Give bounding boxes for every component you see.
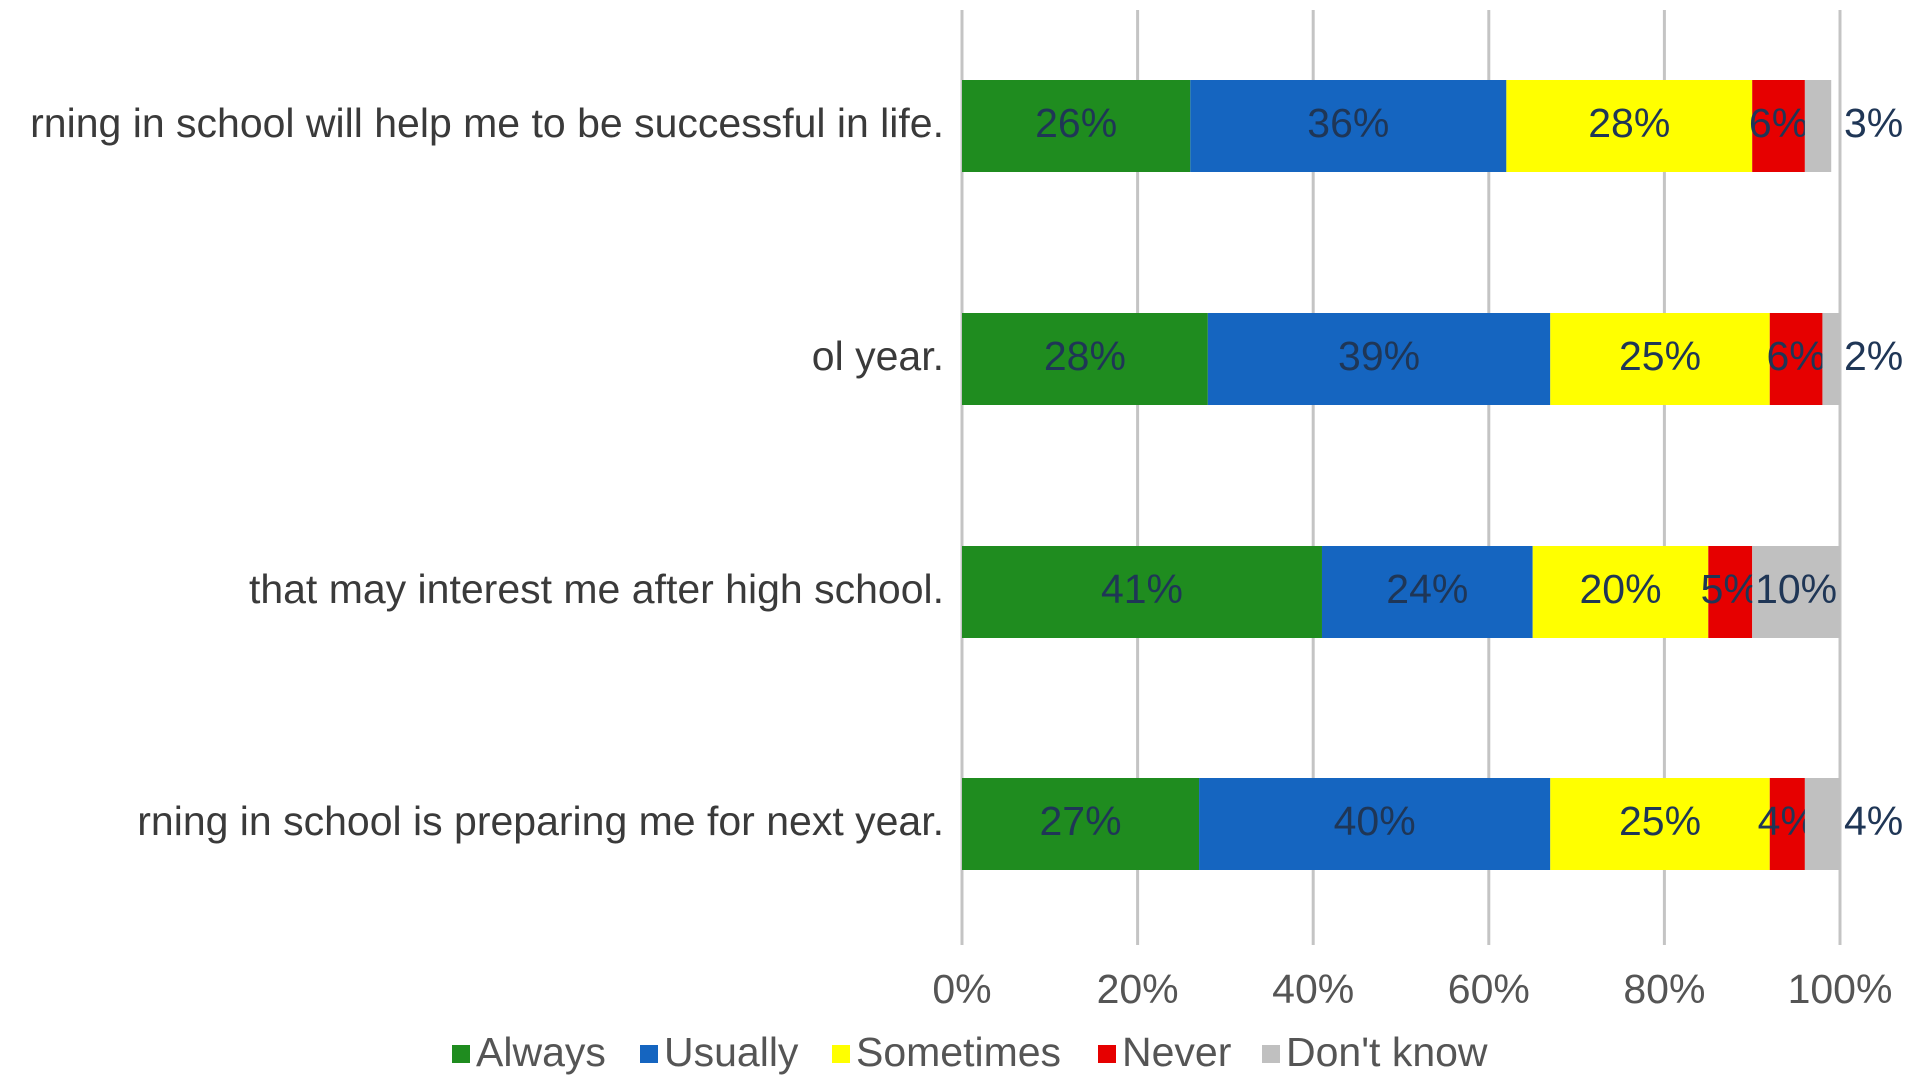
bar-segment-always xyxy=(962,80,1191,172)
x-tick-label: 40% xyxy=(1272,966,1354,1012)
data-label: 27% xyxy=(1039,798,1121,844)
bar-segment-don-t-know xyxy=(1822,313,1840,405)
category-label: rning in school is preparing me for next… xyxy=(137,798,944,844)
data-label: 5% xyxy=(1701,566,1760,612)
data-label: 41% xyxy=(1101,566,1183,612)
data-label: 6% xyxy=(1766,333,1825,379)
bar-segment-sometimes xyxy=(1550,778,1770,870)
bar-segment-always xyxy=(962,546,1322,638)
data-label: 4% xyxy=(1844,798,1903,844)
x-tick-label: 20% xyxy=(1097,966,1179,1012)
legend-label: Usually xyxy=(664,1029,799,1075)
bar-segment-never xyxy=(1708,546,1753,638)
bar-segment-never xyxy=(1769,778,1805,870)
data-label: 39% xyxy=(1338,333,1420,379)
bar-segment-usually xyxy=(1321,546,1533,638)
data-label: 6% xyxy=(1749,100,1808,146)
legend-swatch xyxy=(640,1045,658,1063)
category-label: that may interest me after high school. xyxy=(249,566,944,612)
bar-segment-don-t-know xyxy=(1804,778,1840,870)
bar-segment-never xyxy=(1769,313,1823,405)
data-label: 24% xyxy=(1386,566,1468,612)
bar-segment-usually xyxy=(1190,80,1507,172)
bar-segment-sometimes xyxy=(1506,80,1753,172)
bar-segment-always xyxy=(962,313,1208,405)
data-label: 3% xyxy=(1844,100,1903,146)
bar-segment-don-t-know xyxy=(1752,546,1840,638)
legend-label: Sometimes xyxy=(856,1029,1061,1075)
data-label: 25% xyxy=(1619,798,1701,844)
data-label: 26% xyxy=(1035,100,1117,146)
legend: Always Usually Sometimes Never Don't know xyxy=(452,1029,1488,1075)
bar-segment-usually xyxy=(1207,313,1551,405)
category-label: rning in school will help me to be succe… xyxy=(30,100,944,146)
legend-swatch xyxy=(1098,1045,1116,1063)
category-labels: rning in school will help me to be succe… xyxy=(30,100,944,844)
x-tick-label: 100% xyxy=(1788,966,1893,1012)
x-axis-ticks: 0% 20% 40% 60% 80% 100% xyxy=(932,966,1892,1012)
data-label: 28% xyxy=(1044,333,1126,379)
legend-label: Never xyxy=(1122,1029,1231,1075)
bar-segment-don-t-know xyxy=(1804,80,1832,172)
data-label: 28% xyxy=(1588,100,1670,146)
legend-label: Always xyxy=(476,1029,606,1075)
bars: 26% 36% 28% 6% 3% 28% 39% 25% 6% 2% 41% 24% 20% 5%10%… xyxy=(962,80,1903,870)
x-tick-label: 80% xyxy=(1623,966,1705,1012)
legend-swatch xyxy=(1262,1045,1280,1063)
data-label: 36% xyxy=(1307,100,1389,146)
data-label: 2% xyxy=(1844,333,1903,379)
legend-label: Don't know xyxy=(1286,1029,1488,1075)
data-label: 20% xyxy=(1579,566,1661,612)
x-tick-label: 60% xyxy=(1448,966,1530,1012)
data-label: 25% xyxy=(1619,333,1701,379)
bar-segment-sometimes xyxy=(1532,546,1709,638)
data-label: 10% xyxy=(1755,566,1837,612)
legend-swatch xyxy=(832,1045,850,1063)
bar-segment-never xyxy=(1752,80,1805,172)
bar-segment-always xyxy=(962,778,1200,870)
bar-segment-usually xyxy=(1199,778,1551,870)
legend-swatch xyxy=(452,1045,470,1063)
data-label: 40% xyxy=(1334,798,1416,844)
category-label: ol year. xyxy=(812,333,944,379)
x-tick-label: 0% xyxy=(932,966,991,1012)
bar-segment-sometimes xyxy=(1550,313,1770,405)
